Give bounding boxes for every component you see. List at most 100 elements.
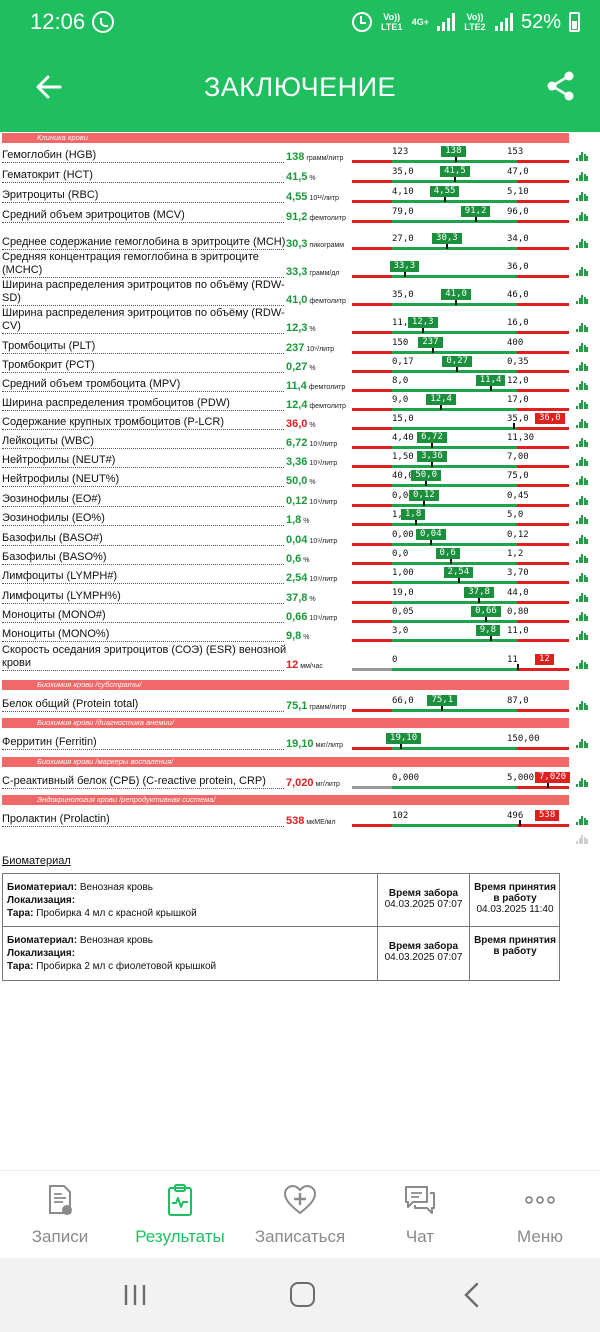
result-row[interactable]: Лимфоциты (LYMPH#) 2,54 10⁹/литр 1,00 3,70 2,… — [0, 567, 600, 586]
result-value-number: 538 — [286, 815, 305, 827]
reference-gauge: 0,00 0,12 0,04 — [352, 526, 569, 546]
tara-value: Пробирка 2 мл с фиолетовой крышкой — [36, 961, 217, 972]
result-row[interactable]: Средний объем эритроцитов (MCV) 91,2 фемто… — [0, 205, 600, 225]
share-icon[interactable] — [546, 70, 576, 102]
result-unit: 10⁹/литр — [309, 499, 338, 506]
nav-chat[interactable]: Чат — [360, 1183, 480, 1247]
nav-menu[interactable]: Меню — [480, 1183, 600, 1247]
trend-chart-icon[interactable] — [576, 192, 588, 201]
trend-chart-icon[interactable] — [576, 381, 588, 390]
trend-chart-icon[interactable] — [576, 239, 588, 248]
reference-low: 0,000 — [392, 773, 420, 783]
result-unit: фемтолитр — [309, 215, 346, 222]
result-row[interactable]: Лимфоциты (LYMPH%) 37,8% 19,0 44,0 37,8 — [0, 586, 600, 606]
trend-chart-icon[interactable] — [576, 343, 588, 352]
trend-chart-icon[interactable] — [576, 573, 588, 582]
nav-records[interactable]: Записи — [0, 1183, 120, 1247]
trend-chart-icon[interactable] — [576, 612, 588, 621]
trend-chart-icon[interactable] — [576, 457, 588, 466]
result-row[interactable]: Средняя концентрация гемоглобина в эритр… — [0, 251, 600, 280]
trend-chart-icon[interactable] — [576, 212, 588, 221]
nav-book[interactable]: Записаться — [240, 1183, 360, 1247]
trend-chart-icon[interactable] — [576, 554, 588, 563]
result-row[interactable]: Ферритин (Ferritin)19,10мкг/литр10,00150… — [0, 730, 600, 752]
result-row[interactable]: Базофилы (BASO%) 0,6% 0,0 1,2 0,6 — [0, 548, 600, 567]
result-row[interactable]: Эозинофилы (EO#) 0,12 10⁹/литр 0,00 0,45 0,12 — [0, 489, 600, 509]
trend-chart-icon[interactable] — [576, 362, 588, 371]
result-row[interactable]: С-реактивный белок (СРБ) (C-reactive pro… — [0, 769, 600, 791]
reference-gauge: 4,40 11,30 6,72 — [352, 429, 569, 449]
result-row[interactable]: Моноциты (MONO%) 9,8% 3,0 11,0 9,8 — [0, 625, 600, 644]
result-row[interactable]: Тромбоциты (PLT) 237 10⁹/литр 150 400 237 — [0, 336, 600, 356]
trend-chart-icon[interactable] — [576, 323, 588, 332]
result-name-text: Эозинофилы (EO#) — [2, 493, 102, 505]
trend-chart-icon[interactable] — [576, 496, 588, 505]
result-value: 41,0 фемтолитр — [286, 294, 346, 306]
value-badge: 36,0 — [535, 413, 565, 424]
trend-chart-icon[interactable] — [576, 816, 588, 825]
result-row[interactable]: Тромбокрит (PCT) 0,27% 0,17 0,35 0,27 — [0, 356, 600, 375]
result-row[interactable]: Ширина распределения эритроцитов по объё… — [0, 279, 600, 308]
result-row[interactable]: Нейтрофилы (NEUT%) 50,0% 40,0 75,0 50,0 — [0, 470, 600, 489]
trend-chart-icon[interactable] — [576, 660, 588, 669]
result-row[interactable]: Ширина распределения эритроцитов по объё… — [0, 307, 600, 336]
trend-chart-icon[interactable] — [576, 295, 588, 304]
trend-chart-icon[interactable] — [576, 778, 588, 787]
reference-gauge: 11,0 16,0 12,3 — [352, 314, 569, 334]
result-row[interactable]: Гемоглобин (HGB) 138 грамм/литр 123 153 138 — [0, 145, 600, 165]
lab-report: Клиника крови Гемоглобин (HGB) 138 грамм/ли… — [0, 132, 600, 872]
value-badge: 33,3 — [389, 261, 420, 272]
reference-low: 1,0 — [392, 510, 408, 520]
trend-chart-icon[interactable] — [576, 400, 588, 409]
result-value: 30,3 пикограмм — [286, 238, 344, 250]
trend-chart-icon[interactable] — [576, 267, 588, 276]
trend-chart-icon[interactable] — [576, 476, 588, 485]
section-header: Биохимия крови /диагностика анемии/ — [2, 718, 569, 728]
result-name: Лейкоциты (WBC) — [2, 435, 288, 448]
result-row[interactable]: Моноциты (MONO#) 0,66 10⁹/литр 0,05 0,80 0,66 — [0, 606, 600, 625]
result-row[interactable]: Пролактин (Prolactin) 538 мкМЕ/мл 102 496 538 — [0, 807, 600, 829]
value-badge: 538 — [535, 810, 560, 821]
trend-chart-icon[interactable] — [576, 419, 588, 428]
trend-chart-icon[interactable] — [576, 172, 588, 181]
trend-chart-icon[interactable] — [576, 593, 588, 602]
trend-chart-icon[interactable] — [576, 515, 588, 524]
recent-apps-icon[interactable] — [124, 1284, 146, 1306]
result-unit: грамм/литр — [309, 704, 347, 711]
home-icon[interactable] — [290, 1282, 315, 1307]
reference-high: 5,10 — [507, 187, 529, 197]
result-value-number: 36,0 — [286, 418, 308, 430]
nav-results[interactable]: Результаты — [120, 1183, 240, 1247]
trend-chart-icon[interactable] — [576, 631, 588, 640]
trend-chart-icon[interactable] — [576, 152, 588, 161]
result-row[interactable]: Эозинофилы (EO%) 1,8% 1,0 5,0 1,8 — [0, 509, 600, 528]
result-row[interactable]: Белок общий (Protein total) 75,1 грамм/лит… — [0, 692, 600, 714]
result-row[interactable]: Средний объем тромбоцита (MPV) 11,4 фемтол… — [0, 375, 600, 394]
result-row[interactable]: Эритроциты (RBC) 4,55 10¹²/литр 4,10 5,10 4,5… — [0, 185, 600, 205]
gauge-bar-normal — [392, 408, 517, 411]
result-value: 12 мм/час — [286, 659, 323, 671]
trend-chart-icon[interactable] — [576, 701, 588, 710]
back-arrow-icon[interactable] — [34, 72, 64, 102]
reference-low: 123 — [392, 147, 409, 157]
result-row[interactable]: Нейтрофилы (NEUT#) 3,36 10⁹/литр 1,50 7,00 3,… — [0, 451, 600, 470]
result-unit: мкМЕ/мл — [306, 819, 336, 826]
reference-high: 16,0 — [507, 318, 529, 328]
result-row[interactable]: Среднее содержание гемоглобина в эритроц… — [0, 225, 600, 252]
trend-chart-icon[interactable] — [576, 739, 588, 748]
result-row[interactable]: Скорость оседания эритроцитов (СОЭ) (ESR… — [0, 644, 600, 673]
value-marker — [449, 558, 452, 564]
value-badge: 41,0 — [441, 289, 471, 300]
result-row[interactable]: Содержание крупных тромбоцитов (P-LCR) 36… — [0, 413, 600, 432]
reference-high: 1,2 — [507, 549, 524, 559]
result-row[interactable]: Базофилы (BASO#) 0,04 10⁹/литр 0,00 0,12 0,04 — [0, 528, 600, 548]
value-badge: 0,27 — [442, 356, 473, 367]
trend-chart-icon[interactable] — [576, 438, 588, 447]
dotted-leader — [2, 525, 284, 526]
result-row[interactable]: Гематокрит (HCT) 41,5% 35,0 47,0 41,5 — [0, 165, 600, 185]
system-back-icon[interactable] — [462, 1282, 482, 1308]
result-row[interactable]: Лейкоциты (WBC) 6,72 10⁹/литр 4,40 11,30 6,72 — [0, 432, 600, 451]
result-row[interactable]: Ширина распределения тромбоцитов (PDW) 12… — [0, 394, 600, 413]
result-name: Ширина распределения эритроцитов по объё… — [2, 307, 288, 333]
trend-chart-icon[interactable] — [576, 535, 588, 544]
